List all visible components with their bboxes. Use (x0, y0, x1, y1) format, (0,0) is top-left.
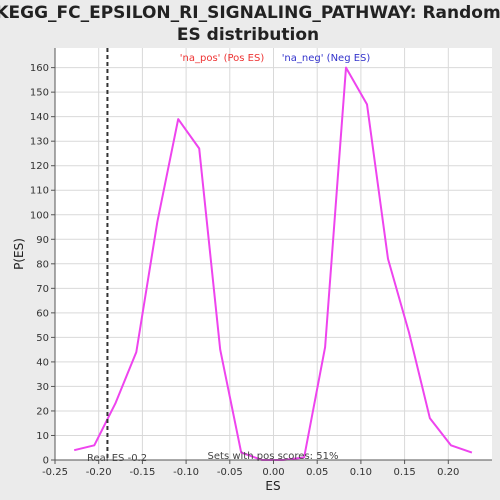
y-axis-ticks: 0 10 20 30 40 50 60 70 80 90 100 110 120 130 140 150 160 (30, 63, 55, 467)
x-tick-label: 0.10 (350, 467, 372, 478)
y-tick-label: 30 (36, 382, 49, 393)
y-tick-label: 160 (30, 63, 49, 74)
y-tick-label: 20 (36, 406, 49, 417)
x-tick-label: -0.05 (217, 467, 243, 478)
legend-entry-pos: 'na_pos' (Pos ES) (180, 53, 265, 64)
pos-scores-annotation: Sets with pos scores: 51% (208, 451, 339, 462)
y-tick-label: 50 (36, 333, 49, 344)
y-tick-label: 140 (30, 112, 49, 123)
y-tick-label: 90 (36, 235, 49, 246)
x-tick-label: -0.25 (42, 467, 68, 478)
y-tick-label: 40 (36, 357, 49, 368)
x-tick-label: -0.15 (129, 467, 155, 478)
y-tick-label: 100 (30, 210, 49, 221)
grid (54, 48, 492, 461)
y-tick-label: 130 (30, 137, 49, 148)
legend-entry-neg: 'na_neg' (Neg ES) (282, 53, 371, 64)
y-tick-label: 110 (30, 186, 49, 197)
chart-title-line-2: ES distribution (177, 25, 319, 45)
x-tick-label: 0.00 (262, 467, 284, 478)
y-tick-label: 150 (30, 88, 49, 99)
y-tick-label: 10 (36, 431, 49, 442)
x-axis-ticks: -0.25 -0.20 -0.15 -0.10 -0.05 0.00 0.05 0.10 0.1… (42, 460, 459, 478)
x-tick-label: -0.20 (86, 467, 112, 478)
x-axis-label: ES (265, 479, 280, 493)
y-tick-label: 80 (36, 259, 49, 270)
x-tick-label: 0.20 (437, 467, 459, 478)
y-tick-label: 120 (30, 161, 49, 172)
x-tick-label: 0.05 (306, 467, 328, 478)
y-tick-label: 60 (36, 308, 49, 319)
chart-title-line-1: KEGG_FC_EPSILON_RI_SIGNALING_PATHWAY: Ra… (0, 3, 500, 23)
y-tick-label: 70 (36, 284, 49, 295)
y-tick-label: 0 (43, 456, 49, 467)
y-axis-label: P(ES) (12, 238, 26, 270)
x-tick-label: 0.15 (393, 467, 415, 478)
x-tick-label: -0.10 (173, 467, 199, 478)
real-es-label: Real ES -0.2 (87, 453, 147, 464)
